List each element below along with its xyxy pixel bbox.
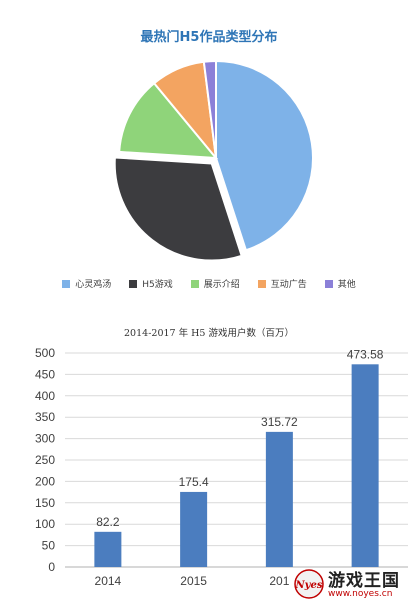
legend-swatch	[257, 280, 266, 288]
y-tick-label: 400	[35, 389, 55, 403]
x-tick-label: 201	[269, 574, 289, 588]
watermark-logo: Nyes	[294, 569, 324, 599]
legend-label: 互动广告	[270, 280, 307, 290]
pie-chart	[113, 59, 314, 262]
legend-item: 互动广告	[257, 277, 307, 290]
data-label: 175.4	[179, 475, 209, 489]
bar-chart-title: 2014-2017 年 H5 游戏用户数（百万）	[124, 328, 294, 339]
pie-slice-h5游戏	[113, 156, 243, 262]
y-tick-label: 200	[35, 474, 55, 488]
data-label: 473.58	[347, 347, 384, 361]
legend-label: 其他	[337, 280, 356, 290]
watermark-logo-text: Nyes	[295, 580, 323, 591]
legend-item: 其他	[324, 277, 356, 290]
watermark-title: 游戏王国	[328, 571, 400, 591]
pie-slice-展示介绍	[118, 81, 219, 160]
y-tick-label: 0	[48, 560, 55, 574]
legend-swatch	[62, 280, 71, 288]
x-tick-label: 2014	[95, 574, 122, 588]
pie-slice-心灵鸡汤	[215, 59, 314, 252]
x-tick-label: 2015	[180, 574, 207, 588]
legend-item: H5游戏	[129, 277, 173, 290]
legend-swatch	[324, 280, 333, 288]
y-tick-label: 50	[42, 539, 56, 553]
pie-slice-其他	[202, 59, 217, 159]
legend-item: 心灵鸡汤	[62, 277, 111, 290]
data-label: 82.2	[96, 515, 120, 529]
pie-chart-title: 最热门H5作品类型分布	[140, 30, 278, 45]
watermark-url: www.noyes.cn	[328, 589, 393, 599]
legend-label: H5游戏	[142, 280, 173, 290]
y-tick-label: 500	[35, 346, 55, 360]
watermark: Nyes 游戏王国 www.noyes.cn	[294, 566, 414, 606]
bar-chart: 0 50 100 150 200 250 300 350 400 450 500 82.2 2014 17…	[35, 346, 408, 588]
bar-2017	[351, 364, 379, 567]
y-tick-label: 450	[35, 367, 55, 381]
y-tick-label: 100	[35, 517, 55, 531]
legend-item: 展示介绍	[190, 277, 240, 290]
bar-2016	[265, 431, 293, 567]
bar-2014	[94, 531, 122, 567]
legend-label: 展示介绍	[203, 280, 240, 290]
y-tick-label: 300	[35, 432, 55, 446]
pie-legend: 心灵鸡汤 H5游戏 展示介绍 互动广告 其他	[0, 277, 418, 290]
bar-2015	[180, 491, 208, 567]
legend-swatch	[190, 280, 199, 288]
y-tick-label: 150	[35, 496, 55, 510]
y-tick-label: 350	[35, 410, 55, 424]
legend-label: 心灵鸡汤	[75, 280, 112, 290]
y-tick-label: 250	[35, 453, 55, 467]
data-label: 315.72	[261, 415, 298, 429]
legend-swatch	[129, 280, 138, 288]
